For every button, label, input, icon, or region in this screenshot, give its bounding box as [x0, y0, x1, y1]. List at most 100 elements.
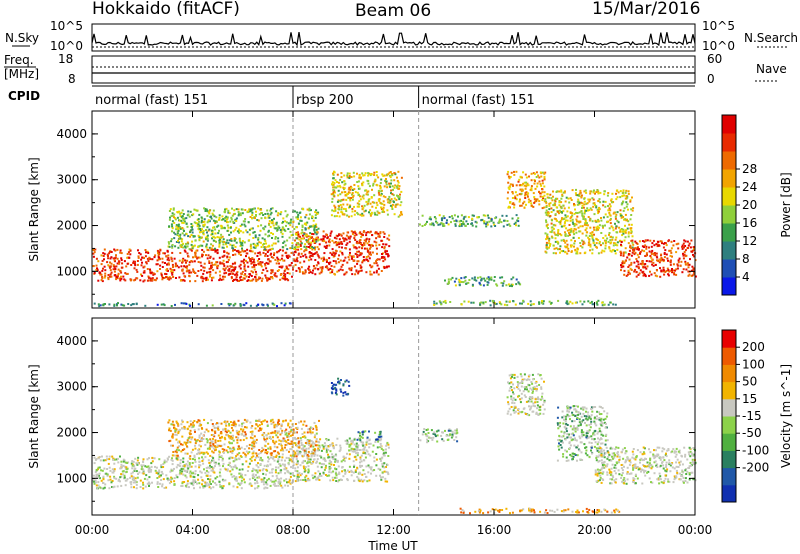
data-cell — [144, 255, 147, 258]
data-cell — [173, 237, 176, 240]
data-cell — [292, 461, 295, 464]
data-cell — [261, 459, 264, 462]
data-cell — [290, 481, 293, 484]
data-cell — [241, 270, 244, 273]
data-cell — [346, 231, 349, 234]
data-cell — [337, 199, 340, 202]
data-cell — [570, 250, 573, 253]
data-cell — [530, 202, 533, 205]
data-cell — [585, 224, 588, 227]
data-cell — [472, 301, 475, 304]
data-cell — [109, 275, 112, 278]
data-cell — [348, 457, 351, 460]
data-cell — [303, 245, 306, 248]
data-cell — [588, 200, 591, 203]
data-cell — [177, 229, 180, 232]
data-cell — [366, 436, 369, 439]
data-cell — [342, 383, 345, 386]
data-cell — [346, 214, 349, 217]
data-cell — [643, 246, 645, 248]
data-cell — [229, 220, 232, 223]
data-cell — [131, 471, 134, 474]
data-cell — [595, 245, 598, 248]
data-cell — [198, 256, 201, 259]
data-cell — [104, 459, 107, 462]
data-cell — [315, 209, 318, 212]
data-cell — [340, 379, 342, 381]
data-cell — [559, 245, 562, 248]
data-cell — [454, 223, 457, 226]
data-cell — [440, 217, 443, 220]
data-cell — [554, 203, 557, 206]
data-cell — [686, 262, 689, 265]
data-cell — [339, 446, 342, 449]
data-cell — [566, 303, 569, 306]
data-cell — [212, 269, 215, 272]
data-cell — [239, 225, 242, 227]
data-cell — [182, 302, 185, 305]
data-cell — [369, 209, 372, 212]
data-cell — [181, 217, 184, 220]
data-cell — [314, 246, 316, 249]
data-cell — [314, 252, 317, 255]
data-cell — [222, 238, 225, 241]
data-cell — [228, 461, 231, 464]
data-cell — [570, 239, 573, 242]
data-cell — [620, 269, 622, 272]
data-cell — [118, 478, 120, 481]
data-cell — [276, 229, 279, 232]
data-cell — [256, 476, 259, 479]
data-cell — [624, 191, 627, 194]
data-cell — [226, 216, 229, 219]
data-cell — [188, 303, 191, 306]
data-cell — [197, 270, 200, 272]
data-cell — [616, 196, 619, 199]
data-cell — [603, 239, 606, 242]
data-cell — [239, 241, 242, 244]
data-cell — [612, 229, 615, 232]
data-cell — [319, 472, 321, 475]
data-cell — [330, 214, 333, 217]
data-cell — [198, 231, 201, 234]
data-cell — [97, 457, 100, 460]
data-cell — [284, 210, 287, 213]
data-cell — [170, 215, 173, 218]
data-cell — [241, 463, 244, 466]
data-cell — [331, 239, 334, 242]
data-cell — [357, 180, 360, 183]
data-cell — [512, 276, 515, 279]
data-cell — [228, 212, 231, 215]
data-cell — [296, 260, 299, 263]
data-cell — [644, 239, 647, 242]
data-cell — [587, 244, 590, 247]
data-cell — [545, 246, 548, 249]
data-cell — [348, 445, 351, 448]
data-cell — [622, 228, 625, 231]
data-cell — [212, 248, 214, 251]
data-cell — [301, 234, 304, 237]
data-cell — [106, 253, 109, 256]
data-cell — [333, 236, 336, 239]
data-cell — [276, 270, 279, 272]
data-cell — [383, 454, 386, 457]
data-cell — [335, 383, 338, 386]
data-cell — [391, 206, 394, 208]
data-cell — [283, 463, 286, 466]
data-cell — [155, 472, 158, 474]
data-cell — [93, 462, 96, 465]
data-cell — [107, 278, 110, 281]
data-cell — [626, 256, 629, 259]
data-cell — [332, 172, 334, 175]
data-cell — [363, 259, 366, 262]
data-cell — [218, 236, 221, 239]
data-cell — [179, 462, 182, 465]
data-cell — [611, 249, 614, 252]
data-cell — [530, 187, 533, 190]
data-cell — [189, 280, 191, 283]
data-cell — [308, 209, 311, 212]
data-cell — [567, 247, 570, 250]
data-cell — [218, 229, 220, 232]
data-cell — [153, 457, 156, 460]
data-cell — [615, 231, 618, 234]
data-cell — [268, 471, 271, 474]
